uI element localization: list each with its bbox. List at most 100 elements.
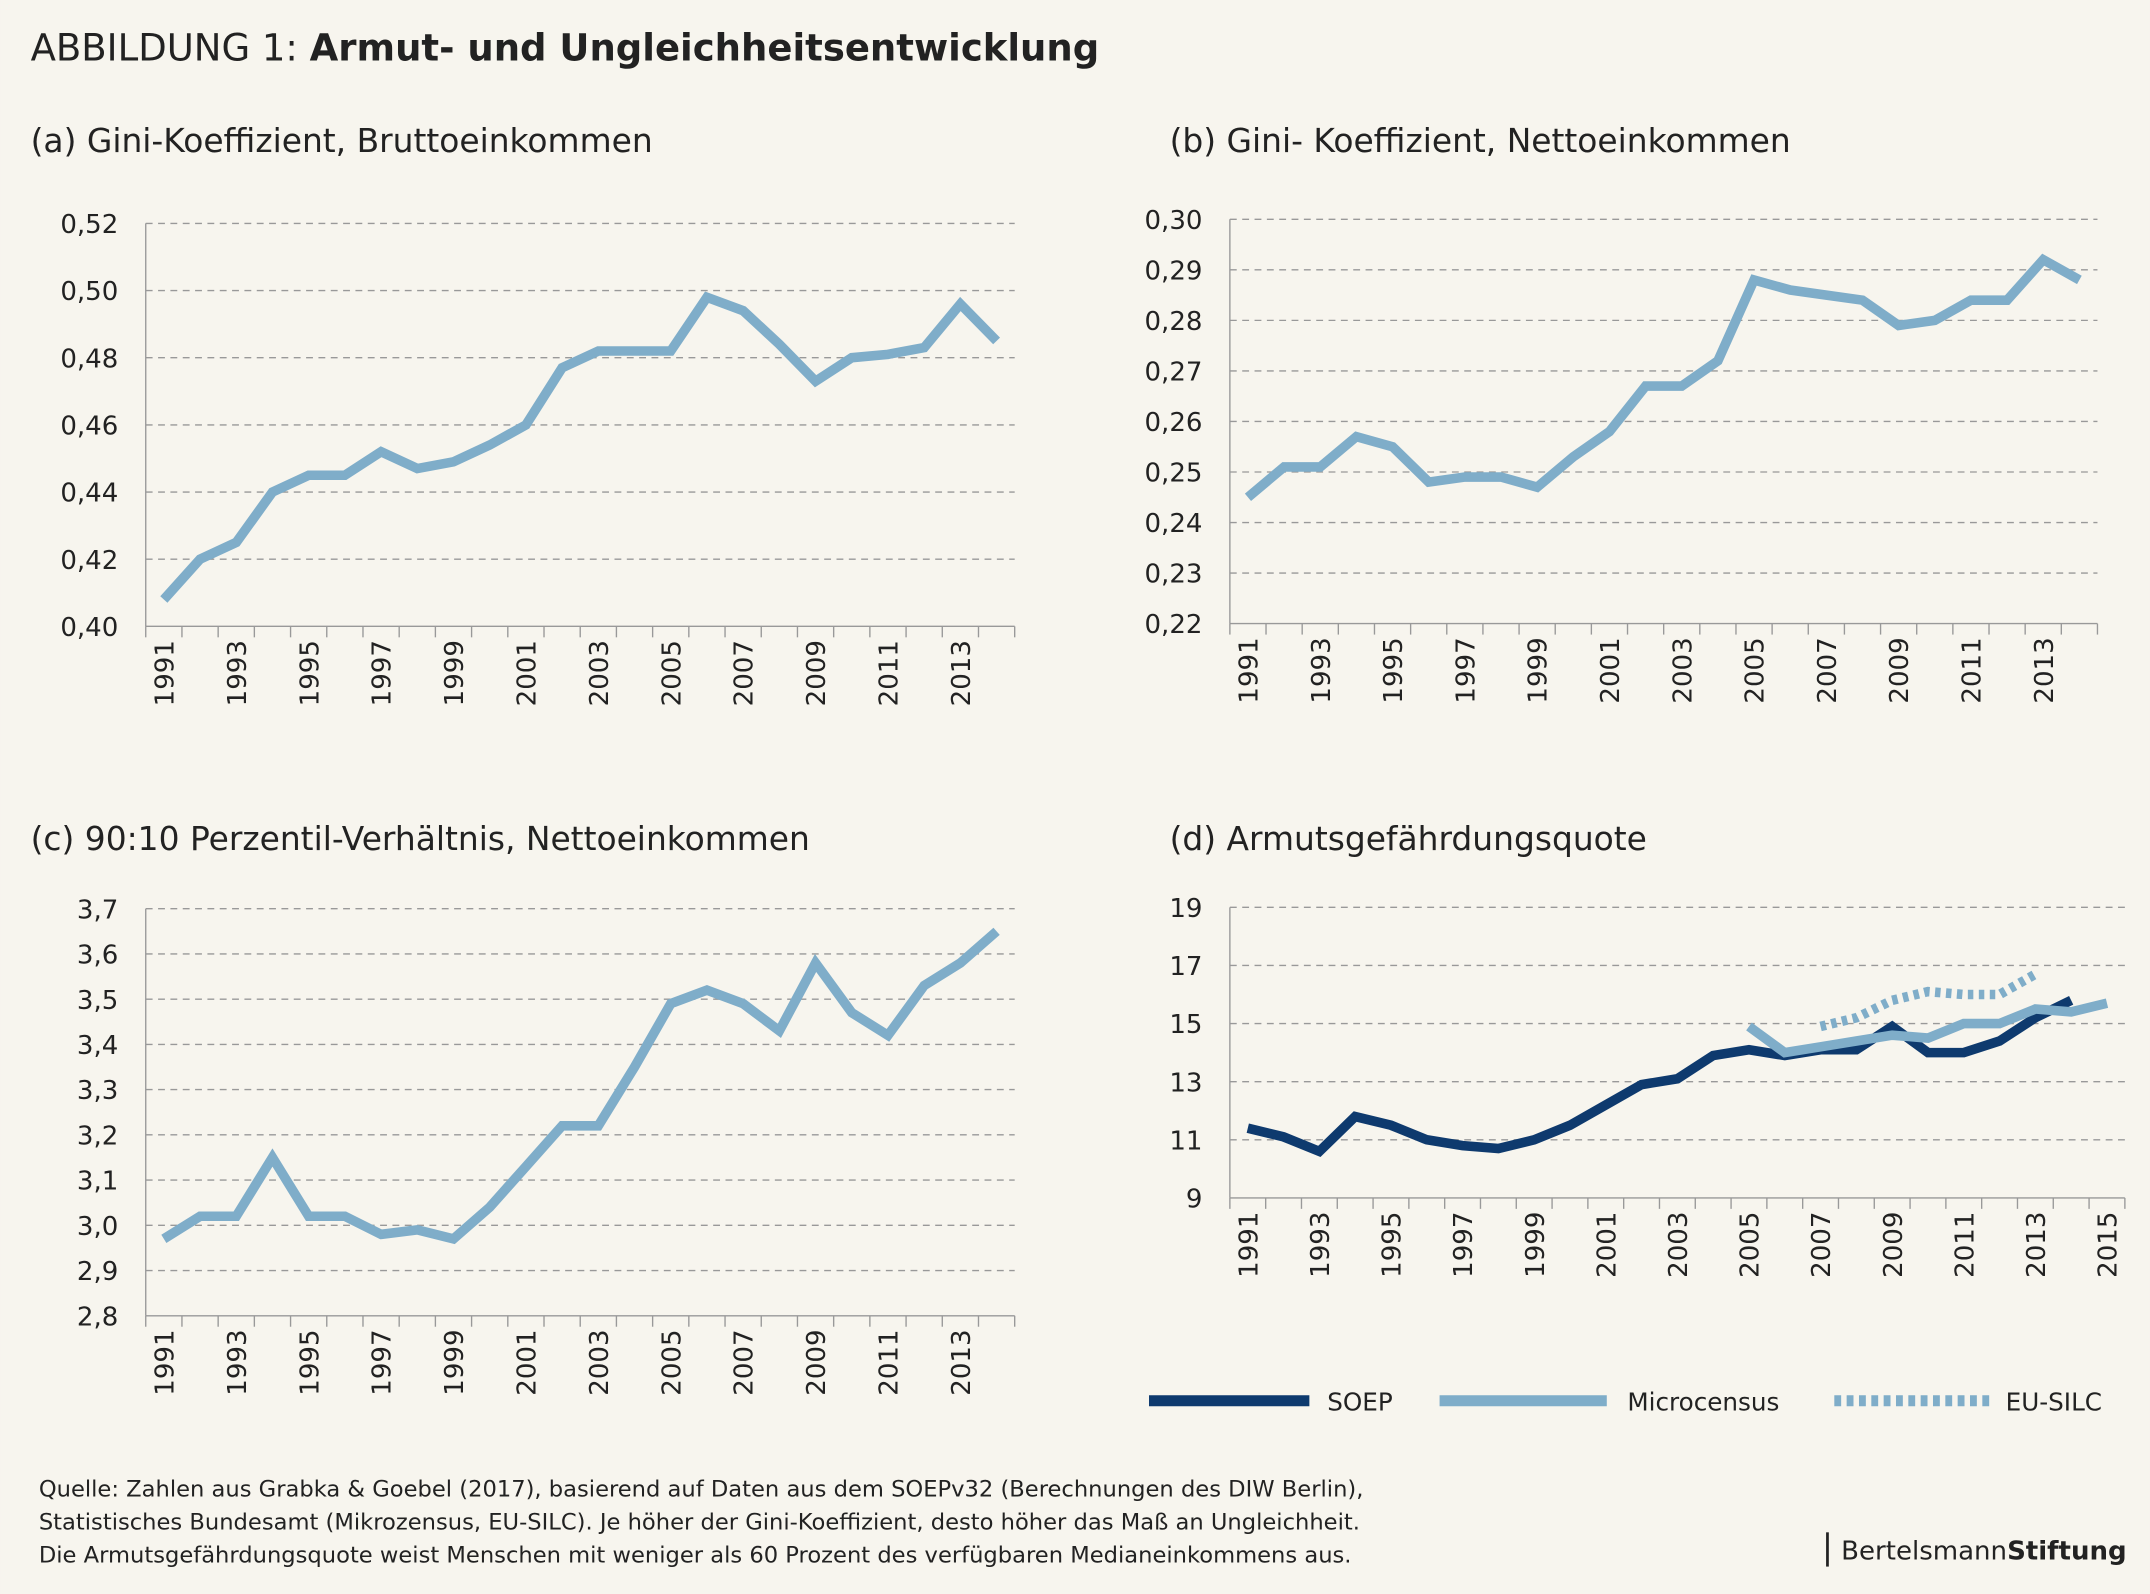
x-tick-label: 2003 xyxy=(1664,1212,1694,1278)
data-line xyxy=(1246,996,2074,1158)
y-tick-label: 0,29 xyxy=(1144,256,1202,286)
y-tick-label: 0,28 xyxy=(1144,307,1202,337)
y-tick-label: 0,52 xyxy=(60,210,118,240)
x-tick-label: 2005 xyxy=(1741,637,1771,703)
x-tick-label: 2001 xyxy=(1592,1212,1622,1278)
y-tick-label: 2,8 xyxy=(77,1302,118,1332)
y-tick-label: 3,3 xyxy=(77,1076,118,1106)
x-tick-label: 1995 xyxy=(1379,637,1409,703)
x-tick-label: 2011 xyxy=(875,1329,905,1395)
y-tick-label: 3,4 xyxy=(77,1031,118,1061)
chart-title: (c) 90:10 Perzentil-Verhältnis, Nettoein… xyxy=(31,819,810,858)
y-tick-label: 3,0 xyxy=(77,1212,118,1242)
x-tick-label: 1993 xyxy=(223,1329,253,1395)
y-tick-label: 3,6 xyxy=(77,941,118,971)
x-tick-label: 2007 xyxy=(730,640,760,706)
legend-label: SOEP xyxy=(1327,1387,1393,1416)
y-tick-label: 0,23 xyxy=(1144,560,1202,590)
x-tick-label: 2001 xyxy=(513,640,543,706)
x-tick-label: 2003 xyxy=(585,640,615,706)
y-tick-label: 0,48 xyxy=(60,344,118,374)
y-tick-label: 3,7 xyxy=(77,895,118,925)
x-tick-label: 2013 xyxy=(2030,637,2060,703)
logo-first: Bertelsmann xyxy=(1841,1537,2007,1567)
x-tick-label: 2003 xyxy=(585,1329,615,1395)
x-tick-label: 2011 xyxy=(1958,637,1988,703)
y-tick-label: 0,25 xyxy=(1144,459,1202,489)
logo: BertelsmannStiftung xyxy=(1841,1537,2127,1567)
y-tick-label: 0,46 xyxy=(60,411,118,441)
heading-title: Armut- und Ungleichheitsentwicklung xyxy=(310,26,1100,69)
y-tick-label: 0,26 xyxy=(1144,408,1202,438)
x-tick-label: 1999 xyxy=(440,1329,470,1395)
y-tick-label: 13 xyxy=(1169,1068,1202,1098)
x-tick-label: 2011 xyxy=(1950,1212,1980,1278)
x-tick-label: 1995 xyxy=(295,640,325,706)
x-tick-label: 2001 xyxy=(1596,637,1626,703)
chart-title: (a) Gini-Koeffizient, Bruttoeinkommen xyxy=(31,121,653,160)
data-line xyxy=(1819,969,2038,1032)
y-tick-label: 9 xyxy=(1186,1184,1203,1214)
x-tick-label: 1999 xyxy=(1524,637,1554,703)
x-tick-label: 1999 xyxy=(440,640,470,706)
x-tick-label: 2013 xyxy=(2022,1212,2052,1278)
y-tick-label: 19 xyxy=(1169,894,1202,924)
x-tick-label: 1991 xyxy=(1234,1212,1264,1278)
x-tick-label: 1997 xyxy=(368,640,398,706)
logo-second: Stiftung xyxy=(2007,1537,2127,1567)
figure-heading: ABBILDUNG 1: Armut- und Ungleichheitsent… xyxy=(31,26,1100,69)
x-tick-label: 1991 xyxy=(150,1329,180,1395)
chart-title: (b) Gini- Koeffizient, Nettoeinkommen xyxy=(1170,121,1791,160)
x-tick-label: 1999 xyxy=(1521,1212,1551,1278)
data-line xyxy=(1244,253,2082,501)
y-tick-label: 0,30 xyxy=(1144,206,1202,236)
x-tick-label: 1997 xyxy=(1449,1212,1479,1278)
y-tick-label: 0,44 xyxy=(60,479,118,509)
x-tick-label: 1991 xyxy=(1235,637,1265,703)
x-tick-label: 2009 xyxy=(802,640,832,706)
x-tick-label: 2009 xyxy=(802,1329,832,1395)
y-tick-label: 17 xyxy=(1169,952,1202,982)
x-tick-label: 2005 xyxy=(657,640,687,706)
x-tick-label: 1995 xyxy=(295,1329,325,1395)
x-tick-label: 2003 xyxy=(1668,637,1698,703)
y-tick-label: 3,5 xyxy=(77,986,118,1016)
x-tick-label: 1997 xyxy=(368,1329,398,1395)
x-tick-label: 2011 xyxy=(875,640,905,706)
data-line xyxy=(160,291,1001,603)
legend-label: EU-SILC xyxy=(2006,1387,2102,1416)
x-tick-label: 2007 xyxy=(730,1329,760,1395)
source-line: Statistisches Bundesamt (Mikrozensus, EU… xyxy=(39,1510,1360,1536)
x-tick-label: 1991 xyxy=(150,640,180,706)
x-tick-label: 1993 xyxy=(1306,1212,1336,1278)
y-tick-label: 15 xyxy=(1169,1010,1202,1040)
x-tick-label: 1995 xyxy=(1378,1212,1408,1278)
y-tick-label: 2,9 xyxy=(77,1257,118,1287)
x-tick-label: 2009 xyxy=(1885,637,1915,703)
x-tick-label: 2013 xyxy=(947,640,977,706)
y-tick-label: 11 xyxy=(1169,1126,1202,1156)
x-tick-label: 1993 xyxy=(1307,637,1337,703)
x-tick-label: 1997 xyxy=(1451,637,1481,703)
data-line xyxy=(1746,998,2109,1058)
y-tick-label: 0,27 xyxy=(1144,358,1202,388)
heading-label: ABBILDUNG 1: xyxy=(31,26,298,69)
x-tick-label: 2005 xyxy=(1736,1212,1766,1278)
x-tick-label: 2015 xyxy=(2094,1212,2124,1278)
source-line: Quelle: Zahlen aus Grabka & Goebel (2017… xyxy=(39,1477,1364,1503)
x-tick-label: 2007 xyxy=(1813,637,1843,703)
y-tick-label: 0,22 xyxy=(1144,610,1202,640)
data-line xyxy=(161,927,1000,1245)
x-tick-label: 2005 xyxy=(657,1329,687,1395)
x-tick-label: 2001 xyxy=(513,1329,543,1395)
chart-title: (d) Armutsgefährdungsquote xyxy=(1170,819,1647,858)
y-tick-label: 0,24 xyxy=(1144,509,1202,539)
y-tick-label: 3,2 xyxy=(77,1121,118,1151)
x-tick-label: 2013 xyxy=(947,1329,977,1395)
x-tick-label: 1993 xyxy=(223,640,253,706)
legend-label: Microcensus xyxy=(1627,1387,1779,1416)
x-tick-label: 2007 xyxy=(1807,1212,1837,1278)
x-tick-label: 2009 xyxy=(1879,1212,1909,1278)
